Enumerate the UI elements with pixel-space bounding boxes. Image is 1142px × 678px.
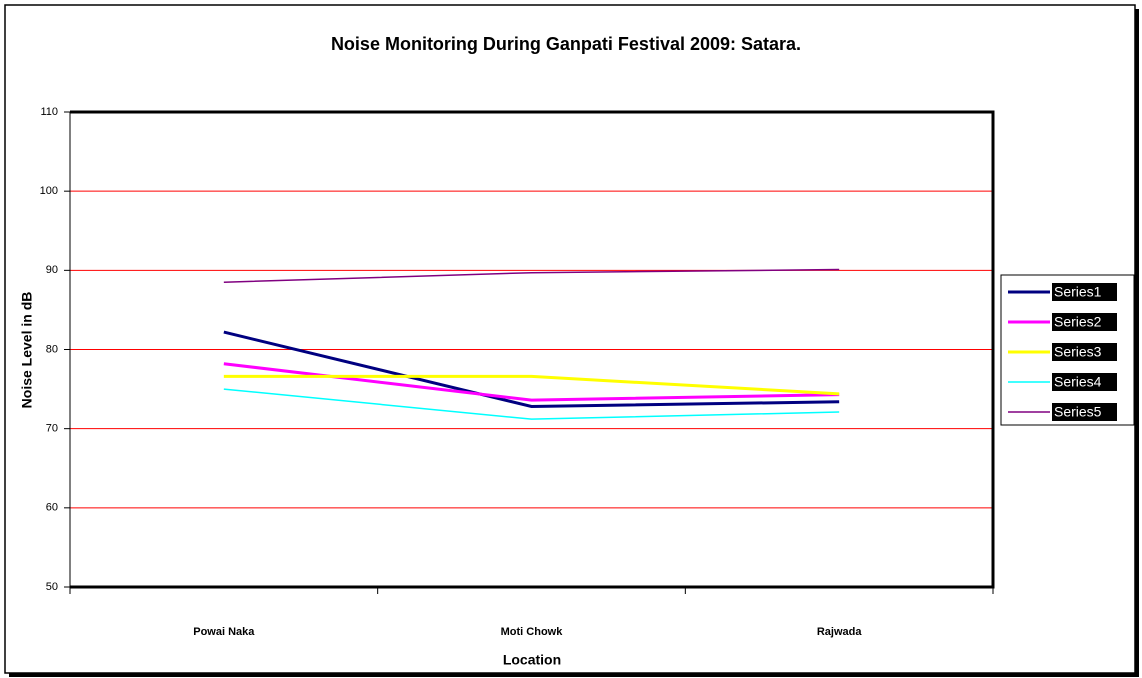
- legend-label: Series4: [1054, 374, 1102, 390]
- x-tick-label: Powai Naka: [193, 626, 255, 638]
- frame: [4, 4, 1136, 674]
- y-tick-label: 50: [46, 581, 58, 593]
- legend-label-bg: [1052, 373, 1117, 391]
- legend-label-bg: [1052, 403, 1117, 421]
- y-tick-label: 100: [40, 185, 58, 197]
- x-tick-label: Moti Chowk: [501, 626, 564, 638]
- y-tick-label: 80: [46, 343, 58, 355]
- y-tick-label: 90: [46, 264, 58, 276]
- chart-title: Noise Monitoring During Ganpati Festival…: [331, 34, 801, 54]
- series-line: [223, 374, 840, 396]
- legend-label: Series3: [1054, 344, 1102, 360]
- y-tick-label: 110: [40, 106, 58, 118]
- y-axis-label: Noise Level in dB: [19, 292, 35, 409]
- plot-border: [70, 110, 995, 589]
- x-tick-label: Rajwada: [817, 626, 863, 638]
- series-line: [223, 268, 840, 283]
- series-line: [223, 388, 840, 420]
- y-tick-label: 70: [46, 423, 58, 435]
- legend-label-bg: [1052, 283, 1117, 301]
- y-tick-label: 60: [46, 502, 58, 514]
- legend-label-bg: [1052, 313, 1117, 331]
- legend-label: Series2: [1054, 314, 1102, 330]
- series-line: [223, 330, 840, 409]
- legend-label-bg: [1052, 343, 1117, 361]
- legend-label: Series1: [1054, 284, 1102, 300]
- x-axis-label: Location: [503, 652, 561, 668]
- legend-label: Series5: [1054, 404, 1102, 420]
- plot: [223, 268, 840, 420]
